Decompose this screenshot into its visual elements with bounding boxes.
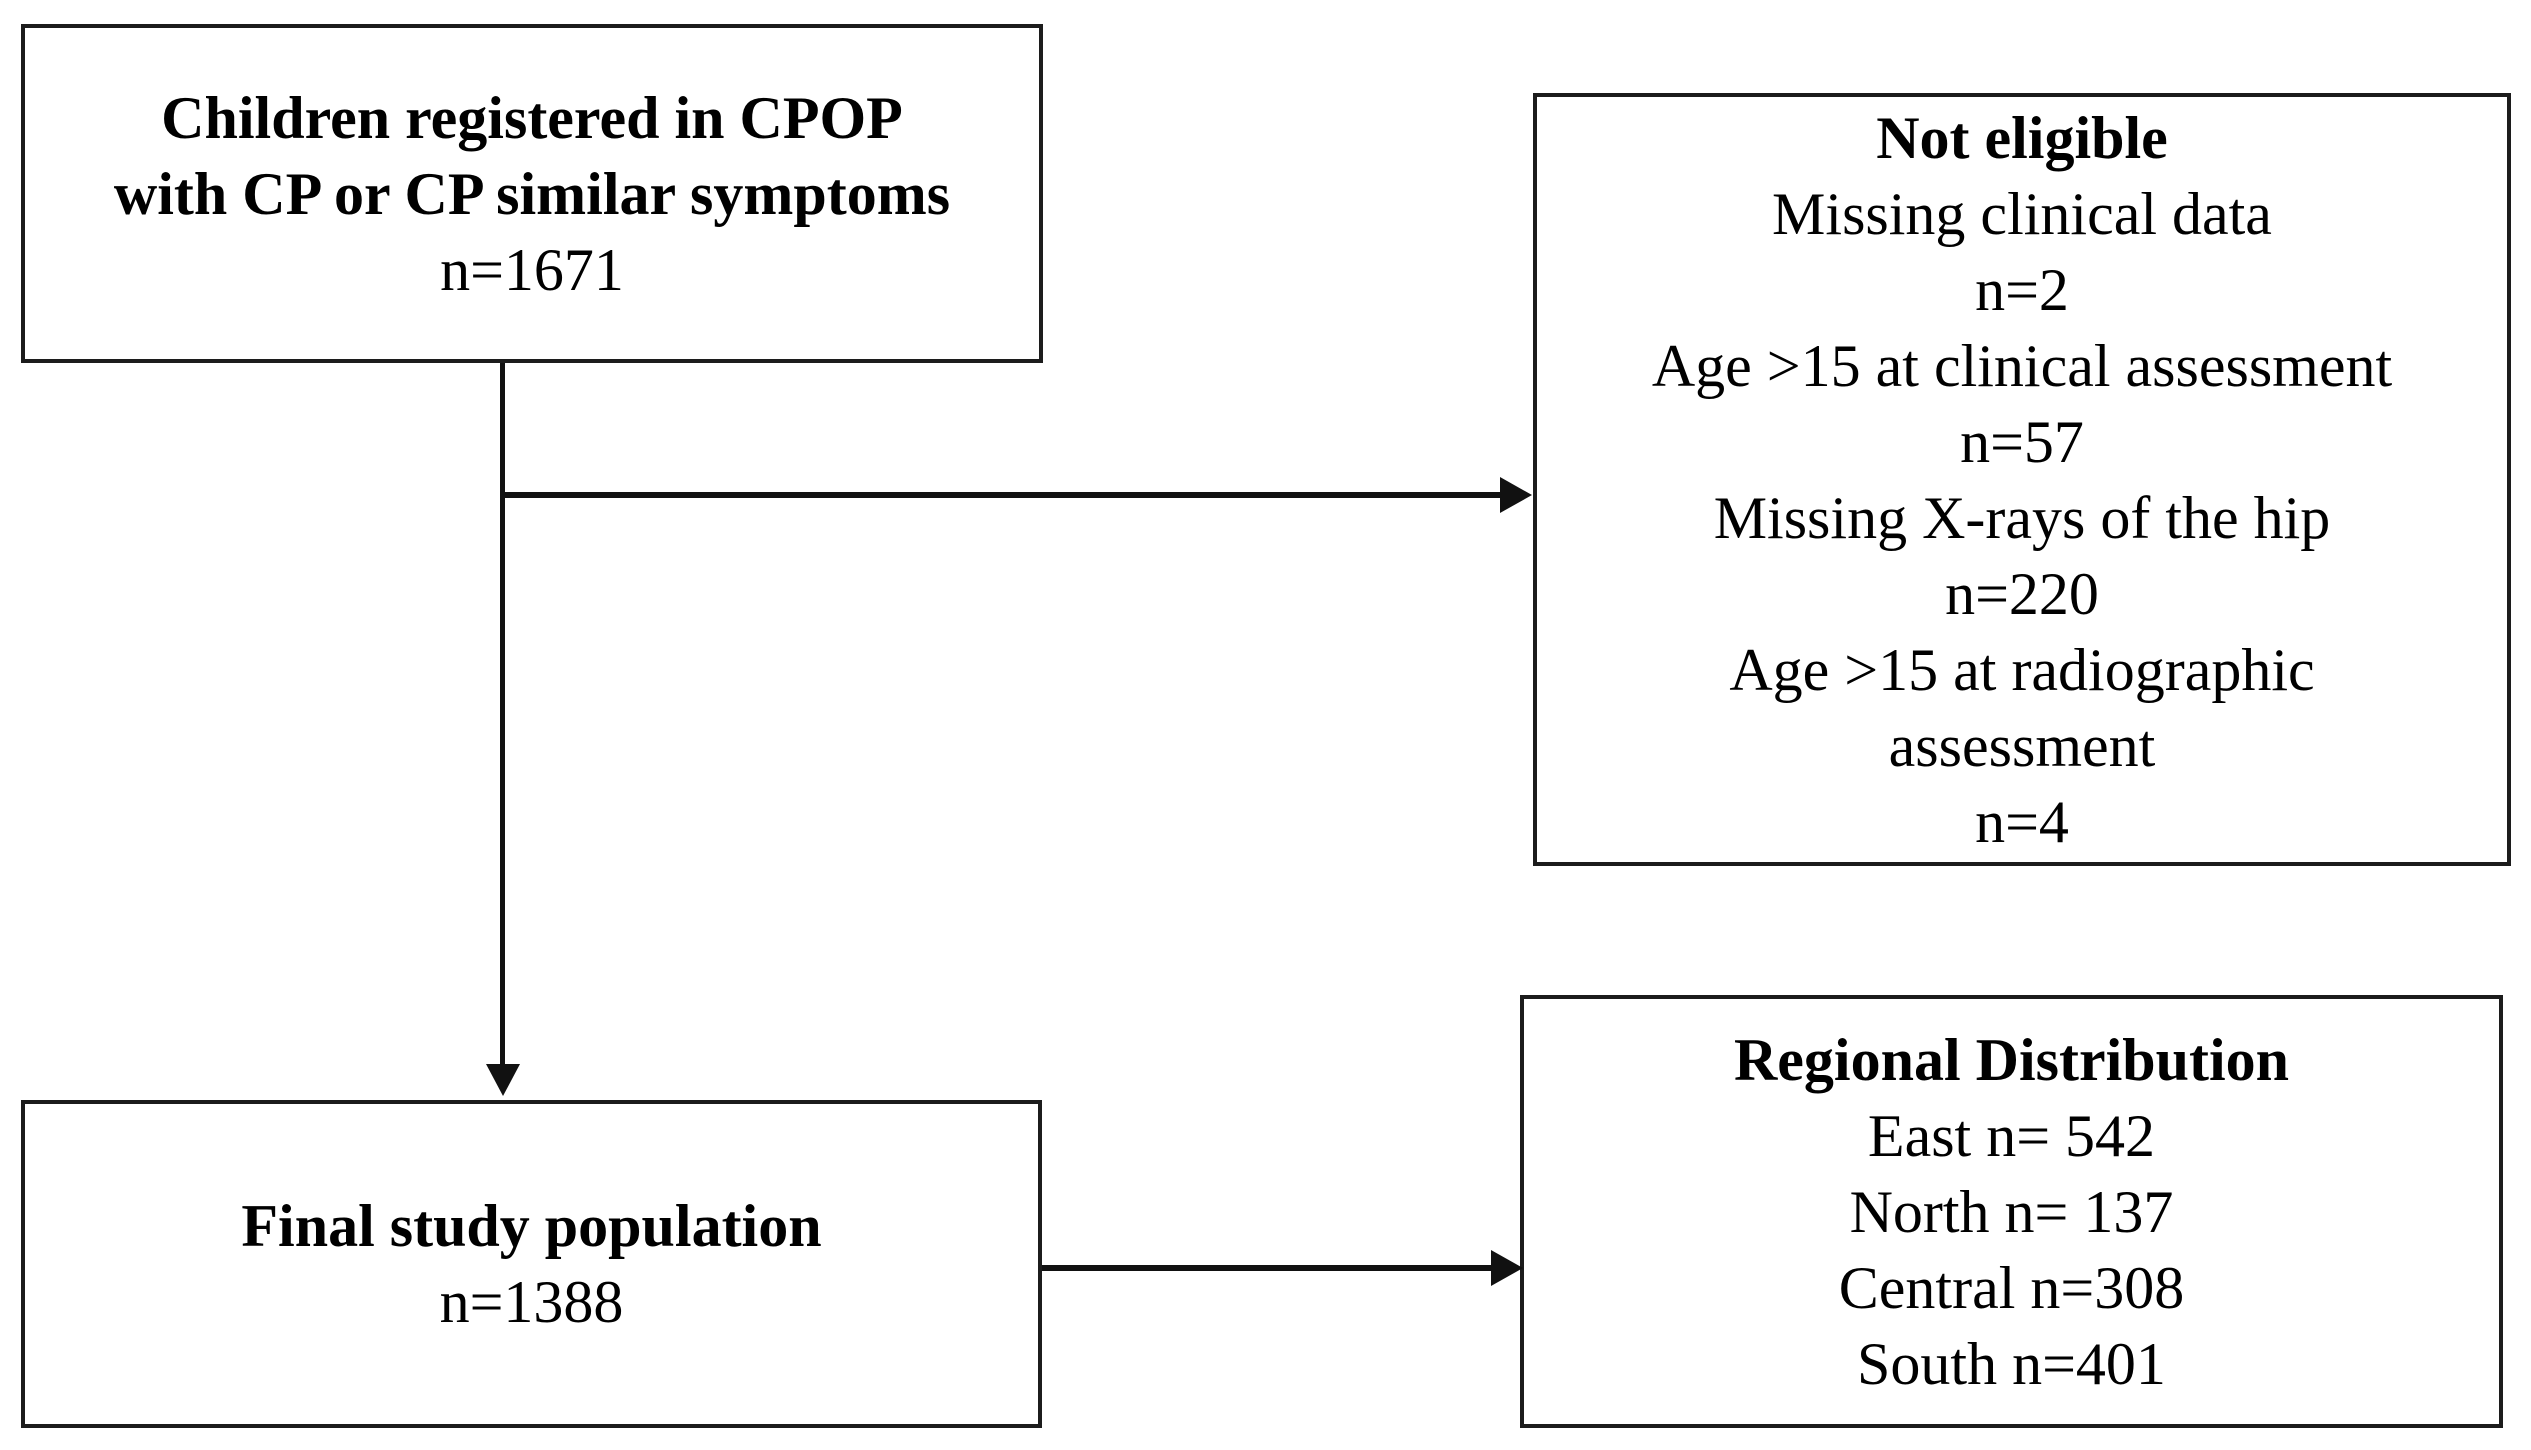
not-eligible-reason-label: Age >15 at clinical assessment — [1651, 332, 2393, 399]
box-regional-distribution: Regional Distribution East n= 542 North … — [1520, 995, 2503, 1428]
arrow-down-shaft — [500, 363, 505, 1068]
box-children-registered: Children registered in CPOP with CP or C… — [21, 24, 1043, 363]
regional-row-south: South n=401 — [1857, 1330, 2166, 1397]
box-not-eligible-title: Not eligible — [1876, 104, 2168, 171]
box-children-registered-line2: with CP or CP similar symptoms — [113, 160, 951, 227]
box-regional-title: Regional Distribution — [1733, 1026, 2290, 1093]
not-eligible-reason-label: Missing clinical data — [1772, 180, 2272, 247]
box-final-count: n=1388 — [439, 1269, 624, 1335]
not-eligible-reason-count: n=57 — [1960, 408, 2084, 475]
arrow-to-regional-head-icon — [1491, 1250, 1523, 1286]
not-eligible-reason-label-wrap: assessment — [1888, 712, 2156, 779]
not-eligible-reason-count: n=2 — [1975, 256, 2069, 323]
box-final-title: Final study population — [241, 1193, 822, 1259]
not-eligible-reason-label: Missing X-rays of the hip — [1713, 484, 2331, 551]
regional-row-east: East n= 542 — [1867, 1102, 2156, 1169]
regional-row-central: Central n=308 — [1838, 1254, 2185, 1321]
arrow-down-head-icon — [486, 1064, 520, 1096]
box-not-eligible: Not eligible Missing clinical data n=2 A… — [1533, 93, 2511, 866]
regional-row-north: North n= 137 — [1849, 1178, 2174, 1245]
box-children-registered-count: n=1671 — [440, 236, 624, 303]
box-final-study-population: Final study population n=1388 — [21, 1100, 1042, 1428]
not-eligible-reason-count: n=220 — [1945, 560, 2099, 627]
not-eligible-reason-count: n=4 — [1975, 788, 2069, 855]
box-children-registered-line1: Children registered in CPOP — [161, 84, 903, 151]
arrow-to-regional-shaft — [1042, 1265, 1494, 1271]
not-eligible-reason-label: Age >15 at radiographic — [1729, 636, 2315, 703]
arrow-to-not-eligible-shaft — [503, 492, 1503, 498]
arrow-to-not-eligible-head-icon — [1500, 477, 1532, 513]
